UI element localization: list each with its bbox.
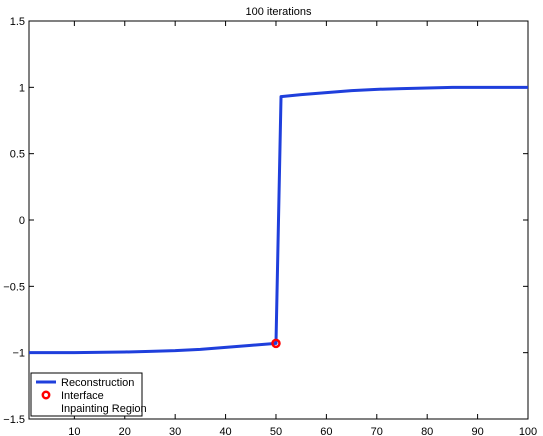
legend-interface-swatch (41, 390, 51, 400)
x-tick-label: 10 (68, 426, 80, 436)
legend-reconstruction-label: Reconstruction (61, 377, 134, 389)
series-layer (29, 85, 528, 355)
y-tick-label: 1.5 (10, 16, 25, 28)
legend-interface-label: Interface (61, 390, 104, 402)
y-tick-label: −0.5 (3, 281, 25, 293)
x-tick-label: 90 (471, 426, 483, 436)
x-tick-label: 50 (270, 426, 282, 436)
x-tick-label: 70 (371, 426, 383, 436)
y-tick-label: 0 (19, 215, 25, 227)
x-tick-label: 40 (219, 426, 231, 436)
x-tick-label: 60 (320, 426, 332, 436)
y-tick-label: 1 (19, 82, 25, 94)
x-tick-label: 100 (519, 426, 537, 436)
x-tick-label: 30 (169, 426, 181, 436)
legend: Reconstruction Interface Inpainting Regi… (30, 372, 147, 417)
interface-point (271, 338, 281, 349)
x-tick-label: 20 (119, 426, 131, 436)
chart-title: 100 iterations (245, 6, 312, 18)
axis-ticks: 10 20 30 40 50 60 70 80 90 100 −1.5 −1 −0.5 0 0.5 1 1.5 (3, 16, 537, 436)
y-tick-label: −1 (12, 348, 25, 360)
x-tick-label: 80 (421, 426, 433, 436)
y-tick-label: −1.5 (3, 414, 25, 426)
legend-inpainting-region-label: Inpainting Region (61, 403, 147, 415)
series-reconstruction-line (29, 85, 528, 355)
y-tick-label: 0.5 (10, 149, 25, 161)
